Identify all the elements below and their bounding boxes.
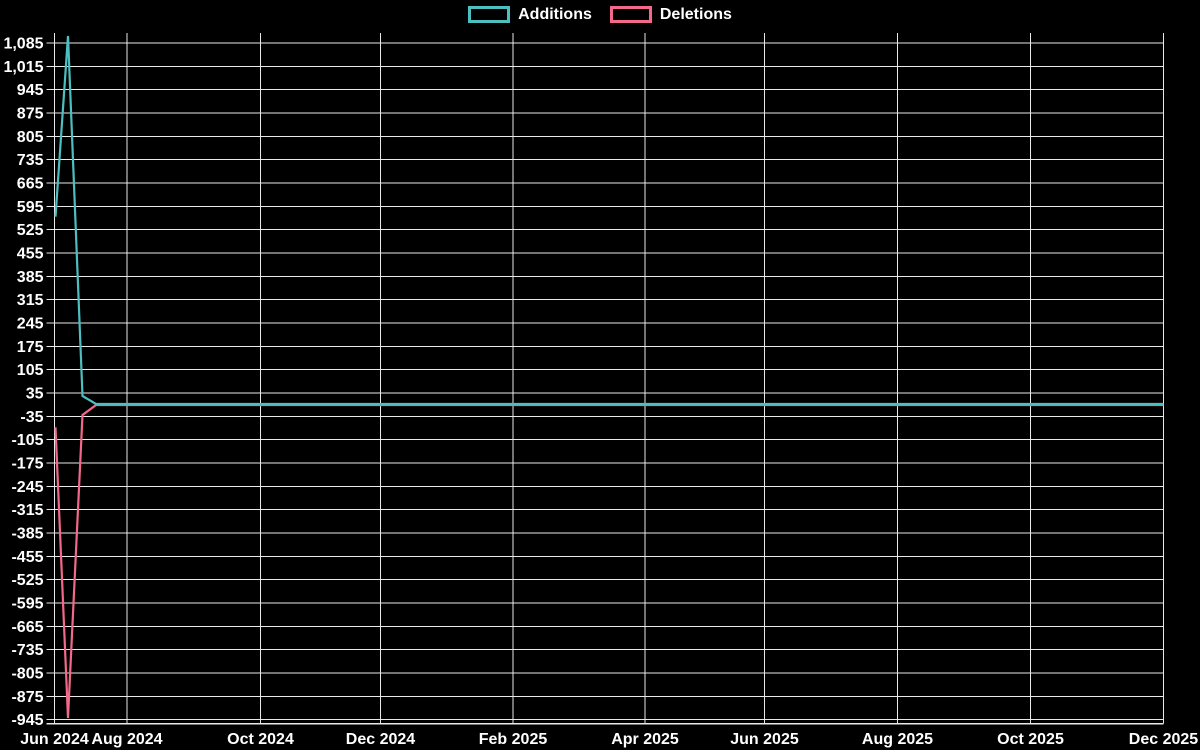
deletions-swatch-icon xyxy=(609,6,652,23)
legend-item-additions[interactable]: Additions xyxy=(468,6,592,23)
chart-legend: Additions Deletions xyxy=(0,6,1200,23)
x-tick-label: Dec 2025 xyxy=(1129,731,1198,748)
y-tick-label: 945 xyxy=(17,82,44,99)
y-tick-label: -175 xyxy=(11,456,43,473)
additions-swatch-icon xyxy=(468,6,511,23)
y-tick-label: -245 xyxy=(11,479,43,496)
y-tick-label: 35 xyxy=(26,386,44,403)
x-tick-label: Dec 2024 xyxy=(346,731,415,748)
y-tick-label: 315 xyxy=(17,292,44,309)
x-tick-label: Jun 2024 xyxy=(20,731,89,748)
y-tick-label: -665 xyxy=(11,619,43,636)
x-tick-label: Oct 2025 xyxy=(997,731,1064,748)
x-tick-label: Apr 2025 xyxy=(611,731,679,748)
y-tick-label: 105 xyxy=(17,362,44,379)
x-tick-label: Feb 2025 xyxy=(479,731,548,748)
y-tick-label: 735 xyxy=(17,152,44,169)
y-tick-label: 665 xyxy=(17,176,44,193)
legend-label-additions: Additions xyxy=(518,5,592,23)
y-tick-label: -735 xyxy=(11,642,43,659)
y-tick-label: -875 xyxy=(11,689,43,706)
y-tick-label: 1,085 xyxy=(3,36,43,53)
x-tick-label: Aug 2024 xyxy=(91,731,162,748)
y-tick-label: 525 xyxy=(17,222,44,239)
y-tick-label: -315 xyxy=(11,502,43,519)
y-tick-label: 245 xyxy=(17,316,44,333)
y-tick-label: 175 xyxy=(17,339,44,356)
y-tick-label: -595 xyxy=(11,596,43,613)
y-tick-label: -945 xyxy=(11,712,43,729)
y-tick-label: 455 xyxy=(17,246,44,263)
y-tick-label: 1,015 xyxy=(3,59,43,76)
legend-label-deletions: Deletions xyxy=(659,5,732,23)
series-line-deletions[interactable] xyxy=(54,403,1164,719)
x-tick-label: Oct 2024 xyxy=(227,731,294,748)
y-tick-label: -455 xyxy=(11,549,43,566)
y-tick-label: -525 xyxy=(11,572,43,589)
series-line-additions[interactable] xyxy=(54,35,1164,406)
y-tick-label: -105 xyxy=(11,432,43,449)
x-tick-label: Jun 2025 xyxy=(730,731,799,748)
y-tick-label: 385 xyxy=(17,269,44,286)
y-tick-label: 875 xyxy=(17,106,44,123)
y-tick-label: -805 xyxy=(11,666,43,683)
x-tick-label: Aug 2025 xyxy=(862,731,933,748)
y-tick-label: -385 xyxy=(11,526,43,543)
y-tick-label: -35 xyxy=(20,409,43,426)
legend-item-deletions[interactable]: Deletions xyxy=(609,5,732,23)
y-tick-label: 595 xyxy=(17,199,44,216)
y-tick-label: 805 xyxy=(17,129,44,146)
